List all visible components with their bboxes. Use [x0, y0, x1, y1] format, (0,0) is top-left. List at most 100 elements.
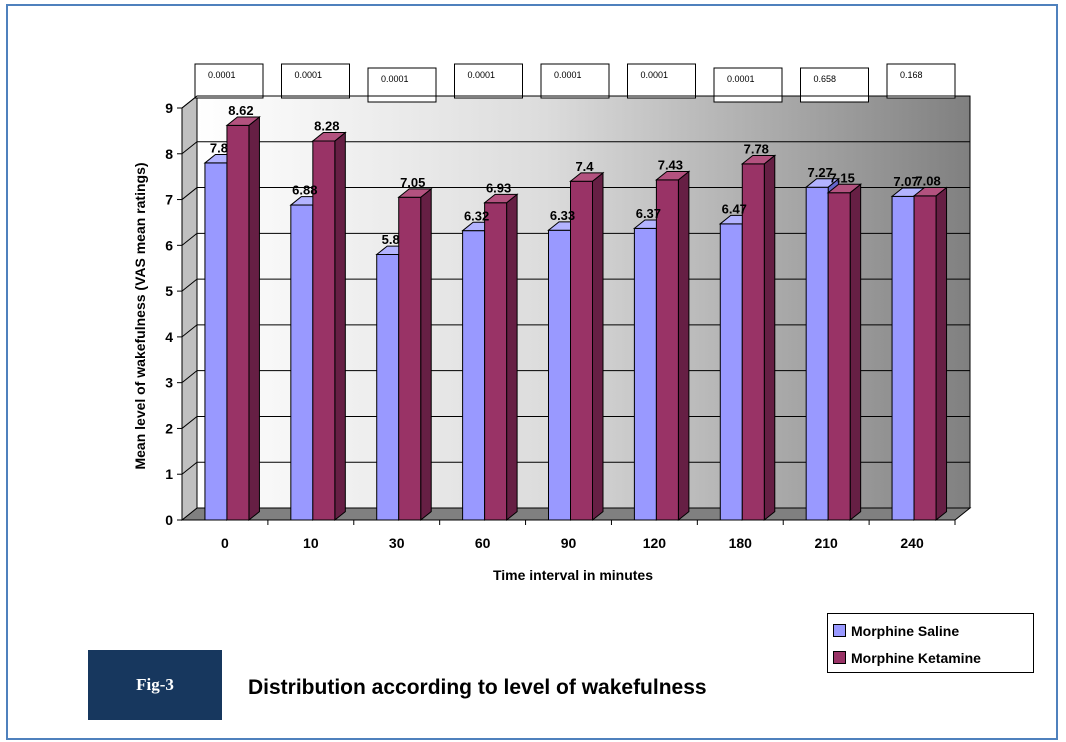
p-value-box: [194, 63, 264, 99]
gridline: [181, 324, 970, 338]
data-label: 6.93: [486, 180, 511, 195]
x-tick-label: 60: [475, 535, 491, 551]
data-label: 7.4: [575, 159, 594, 174]
p-value-label: 0.0001: [641, 70, 669, 80]
bar-top: [569, 172, 605, 182]
bar-side: [420, 187, 432, 522]
bar-side: [935, 186, 948, 522]
bar-top: [740, 154, 777, 165]
bar: [548, 229, 571, 521]
data-label: 6.88: [292, 183, 317, 198]
x-tick-label: 30: [389, 535, 405, 551]
data-label: 6.37: [636, 206, 661, 221]
bar-top: [397, 188, 433, 198]
bar: [741, 163, 765, 521]
y-tick-label: 9: [165, 100, 173, 116]
legend-item-ketamine: Morphine Ketamine: [833, 644, 1028, 671]
bar: [376, 253, 400, 521]
y-tick-label: 7: [165, 192, 173, 208]
page-frame: [6, 4, 1058, 740]
x-tick-label: 90: [561, 535, 577, 551]
data-label: 7.07: [893, 174, 918, 189]
x-tick-label: 10: [303, 535, 319, 551]
bar: [719, 223, 743, 521]
bar-side: [849, 183, 862, 522]
bar-side: [248, 115, 260, 522]
bar: [398, 196, 422, 521]
x-tick-label: 210: [814, 535, 838, 551]
p-value-label: 0.0001: [295, 70, 323, 80]
gridline: [181, 232, 970, 246]
bar: [633, 227, 657, 521]
data-label: 7.43: [658, 157, 683, 172]
data-label: 7.8: [210, 141, 228, 156]
data-label: 7.15: [830, 170, 855, 185]
data-label: 8.62: [228, 103, 253, 118]
p-value-box: [540, 63, 610, 99]
y-tick-label: 4: [165, 329, 173, 345]
bar-side: [506, 193, 518, 522]
bar: [570, 180, 593, 521]
legend-swatch-saline: [833, 624, 846, 637]
figure-caption: Distribution according to level of wakef…: [248, 676, 707, 699]
data-label: 6.47: [722, 201, 747, 216]
gridline: [181, 415, 970, 429]
gridline: [181, 370, 970, 384]
chart-legend: Morphine Saline Morphine Ketamine: [827, 613, 1034, 673]
bar: [655, 179, 679, 521]
p-value-box: [886, 63, 956, 99]
p-value-box: [627, 63, 696, 99]
gridline: [181, 461, 970, 475]
p-value-label: 0.0001: [381, 74, 409, 84]
data-label: 8.28: [314, 119, 339, 134]
data-label: 7.78: [744, 141, 769, 156]
data-label: 6.33: [550, 208, 575, 223]
x-axis-label: Time interval in minutes: [493, 567, 653, 583]
data-label: 7.05: [400, 175, 425, 190]
bar: [913, 195, 937, 521]
bar-top: [826, 183, 863, 194]
bar-top: [483, 193, 519, 204]
legend-label-ketamine: Morphine Ketamine: [851, 649, 981, 666]
data-label: 6.32: [464, 208, 489, 223]
y-axis-label: Mean level of wakefulness (VAS mean rati…: [132, 162, 148, 469]
bar: [290, 204, 314, 521]
bar-side: [763, 154, 776, 522]
p-value-label: 0.658: [814, 74, 837, 84]
data-label: 7.27: [808, 165, 833, 180]
y-tick-label: 0: [165, 512, 173, 528]
bar-top: [804, 178, 841, 188]
gridline: [181, 141, 970, 155]
y-tick-label: 8: [165, 146, 173, 162]
x-tick-label: 0: [221, 535, 229, 551]
gridline: [181, 278, 970, 292]
bar: [226, 124, 250, 521]
p-value-label: 0.0001: [727, 74, 755, 84]
y-tick-label: 5: [165, 283, 173, 299]
gridline: [181, 95, 970, 109]
x-tick-label: 240: [900, 535, 924, 551]
p-value-box: [454, 63, 523, 99]
figure-number: Fig-3: [88, 650, 222, 720]
bar-side: [334, 131, 346, 522]
bar-side: [677, 170, 690, 522]
bar: [312, 140, 336, 521]
legend-label-saline: Morphine Saline: [851, 622, 960, 639]
bar: [462, 230, 486, 521]
p-value-label: 0.0001: [208, 70, 236, 80]
legend-item-saline: Morphine Saline: [833, 617, 1028, 644]
bar-side: [592, 171, 604, 522]
legend-swatch-ketamine: [833, 651, 846, 664]
bar: [827, 192, 851, 521]
chart-side-wall: [181, 94, 198, 522]
p-value-label: 0.0001: [554, 70, 582, 80]
data-label: 7.08: [915, 173, 940, 188]
bar: [805, 186, 829, 521]
p-value-box: [281, 63, 350, 99]
y-tick-label: 6: [165, 237, 173, 253]
y-tick-label: 1: [165, 466, 173, 482]
x-tick-label: 120: [643, 535, 667, 551]
bar: [484, 202, 508, 521]
y-tick-label: 2: [165, 420, 173, 436]
